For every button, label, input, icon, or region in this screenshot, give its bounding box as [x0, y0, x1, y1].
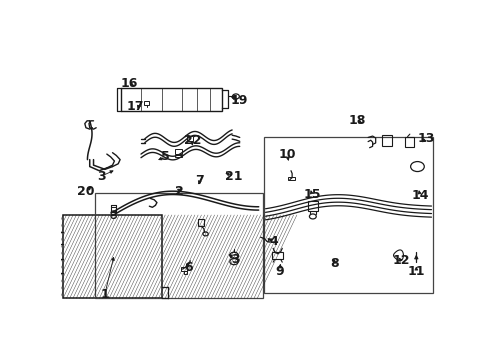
Text: 19: 19: [231, 94, 248, 107]
Bar: [272, 252, 283, 260]
Text: 16: 16: [120, 77, 138, 90]
Bar: [144, 102, 149, 105]
Bar: [265, 138, 434, 293]
Text: 20: 20: [77, 185, 95, 198]
Text: 3: 3: [232, 253, 240, 266]
Bar: [181, 267, 187, 270]
Bar: [175, 149, 182, 154]
Bar: [288, 177, 295, 180]
Text: 6: 6: [184, 261, 193, 274]
Text: 10: 10: [278, 148, 296, 161]
Bar: [184, 271, 187, 274]
Text: 11: 11: [408, 265, 425, 278]
Text: 1: 1: [100, 288, 109, 301]
Bar: [111, 205, 116, 212]
Bar: [187, 136, 194, 141]
Text: 21: 21: [225, 170, 243, 183]
Text: 15: 15: [303, 188, 320, 201]
Text: 14: 14: [412, 189, 429, 202]
Bar: [96, 193, 263, 298]
Text: 13: 13: [417, 132, 435, 145]
Text: 9: 9: [275, 265, 284, 278]
Text: 5: 5: [161, 150, 170, 163]
Text: 3: 3: [97, 170, 105, 183]
Text: 2: 2: [174, 185, 183, 198]
Bar: [175, 155, 182, 157]
Text: 4: 4: [270, 235, 278, 248]
Bar: [111, 204, 116, 207]
Text: 18: 18: [349, 114, 366, 127]
Text: 8: 8: [330, 257, 339, 270]
Text: 12: 12: [392, 254, 410, 267]
Bar: [63, 215, 162, 298]
Bar: [121, 87, 222, 111]
Bar: [405, 136, 415, 147]
Bar: [198, 219, 204, 226]
Text: 22: 22: [184, 134, 201, 147]
Text: 7: 7: [196, 174, 204, 187]
Bar: [308, 201, 318, 211]
Text: 17: 17: [126, 100, 144, 113]
Bar: [382, 135, 392, 146]
